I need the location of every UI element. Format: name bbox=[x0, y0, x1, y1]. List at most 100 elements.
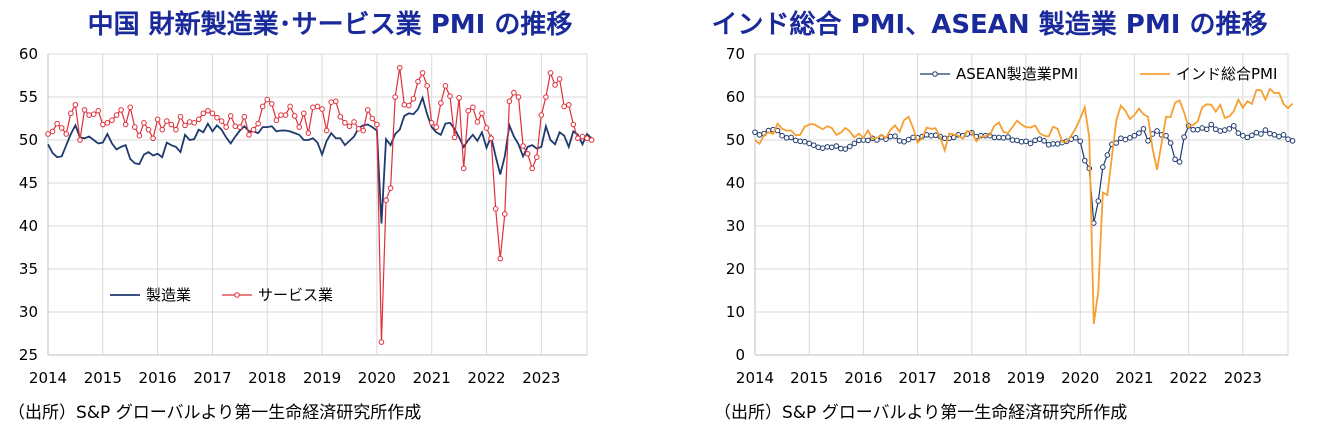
data-point bbox=[392, 94, 398, 100]
china-pmi-panel: 中国 財新製造業･サービス業 PMI の推移 25 30 35 40 45 50 55 60 2… bbox=[8, 10, 595, 423]
x-tick-label: 2018 bbox=[953, 369, 991, 387]
data-point bbox=[779, 132, 785, 139]
data-point bbox=[1077, 138, 1084, 145]
data-point bbox=[232, 123, 239, 130]
data-point bbox=[575, 135, 581, 142]
data-point bbox=[1194, 126, 1201, 133]
data-point bbox=[1023, 138, 1029, 145]
data-point bbox=[792, 137, 799, 144]
x-tick-label: 2017 bbox=[193, 369, 231, 387]
data-point bbox=[905, 136, 912, 143]
data-point bbox=[419, 70, 426, 76]
data-point bbox=[1199, 125, 1205, 131]
data-point bbox=[1276, 133, 1282, 140]
data-point bbox=[1050, 141, 1056, 147]
data-point bbox=[296, 124, 303, 130]
y-tick-label: 40 bbox=[19, 217, 38, 235]
data-point bbox=[1172, 156, 1178, 163]
x-tick-label: 2019 bbox=[1007, 369, 1045, 387]
data-point bbox=[337, 113, 344, 120]
data-point bbox=[287, 103, 293, 110]
data-point bbox=[579, 133, 586, 140]
data-point bbox=[49, 128, 56, 135]
source-note: （出所）S&P グローバルより第一生命経済研究所作成 bbox=[714, 403, 1128, 423]
y-tick-label: 0 bbox=[735, 346, 745, 364]
legend-marker bbox=[932, 71, 938, 77]
data-point bbox=[1100, 164, 1106, 170]
data-point bbox=[58, 125, 65, 131]
data-point bbox=[396, 64, 403, 71]
data-point bbox=[45, 131, 51, 137]
data-point bbox=[941, 135, 948, 142]
data-point bbox=[460, 165, 467, 172]
data-point bbox=[136, 132, 143, 139]
y-tick-label: 20 bbox=[726, 260, 745, 278]
x-tick-label: 2015 bbox=[84, 369, 122, 387]
data-point bbox=[1136, 130, 1142, 136]
source-note: （出所）S&P グローバルより第一生命経済研究所作成 bbox=[8, 403, 422, 423]
legend-marker bbox=[234, 292, 240, 298]
y-tick-label: 60 bbox=[19, 45, 38, 63]
data-point bbox=[1054, 141, 1061, 147]
data-point bbox=[1027, 140, 1034, 147]
data-point bbox=[556, 76, 563, 82]
x-tick-label: 2016 bbox=[844, 369, 882, 387]
x-tick-label: 2022 bbox=[1170, 369, 1208, 387]
data-point bbox=[856, 137, 862, 144]
x-tick-label: 2014 bbox=[29, 369, 67, 387]
data-point bbox=[1208, 121, 1215, 128]
x-tick-label: 2014 bbox=[736, 369, 774, 387]
data-point bbox=[1000, 135, 1007, 141]
data-point bbox=[63, 131, 70, 137]
y-tick-label: 10 bbox=[726, 303, 745, 321]
y-tick-label: 35 bbox=[19, 260, 38, 278]
legend-label: ASEAN製造業PMI bbox=[956, 65, 1078, 83]
data-point bbox=[410, 95, 417, 102]
data-point bbox=[282, 112, 289, 118]
series-line bbox=[754, 87, 1294, 325]
data-point bbox=[68, 110, 74, 117]
india-asean-pmi-panel: インド総合 PMI、ASEAN 製造業 PMI の推移 0 10 20 30 40 50 6… bbox=[660, 0, 1319, 432]
data-point bbox=[797, 138, 803, 145]
data-point bbox=[424, 83, 430, 89]
data-point bbox=[360, 127, 366, 134]
data-point bbox=[77, 137, 83, 143]
data-point bbox=[819, 145, 826, 151]
data-point bbox=[1190, 126, 1196, 133]
x-tick-label: 2020 bbox=[1061, 369, 1099, 387]
data-point bbox=[195, 116, 202, 123]
data-point bbox=[159, 126, 165, 133]
data-point bbox=[1226, 126, 1233, 132]
data-point bbox=[374, 121, 380, 128]
data-point bbox=[241, 113, 248, 120]
data-point bbox=[1244, 134, 1251, 141]
data-point bbox=[154, 116, 161, 123]
data-point bbox=[451, 134, 458, 141]
data-point bbox=[173, 126, 179, 133]
data-point bbox=[255, 120, 261, 127]
data-point bbox=[223, 124, 229, 130]
data-point bbox=[1181, 134, 1187, 140]
data-point bbox=[1258, 131, 1264, 137]
data-point bbox=[328, 99, 335, 105]
x-tick-label: 2020 bbox=[358, 369, 396, 387]
data-point bbox=[1118, 135, 1124, 142]
data-point bbox=[847, 143, 853, 150]
data-point bbox=[1104, 152, 1111, 158]
data-point bbox=[100, 121, 106, 128]
data-point bbox=[383, 197, 389, 203]
data-point bbox=[497, 255, 504, 262]
data-point bbox=[1072, 135, 1079, 141]
data-point bbox=[428, 120, 435, 126]
data-point bbox=[810, 142, 817, 148]
data-point bbox=[520, 143, 526, 149]
data-point bbox=[109, 117, 115, 124]
data-point bbox=[1113, 140, 1120, 146]
data-point bbox=[1005, 134, 1011, 140]
data-point bbox=[991, 134, 998, 141]
data-point bbox=[301, 110, 307, 117]
x-tick-label: 2022 bbox=[467, 369, 505, 387]
data-point bbox=[479, 110, 485, 117]
data-point bbox=[438, 100, 444, 106]
data-point bbox=[1036, 136, 1043, 142]
